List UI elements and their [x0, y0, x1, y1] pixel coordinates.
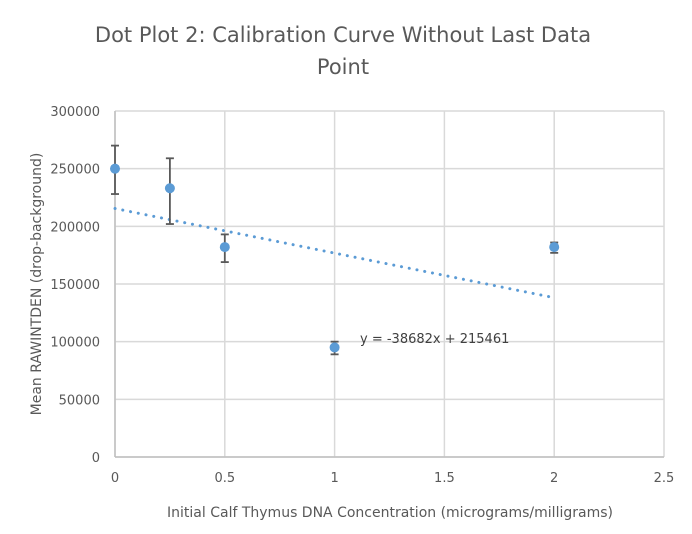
y-axis-label: Mean RAWINTDEN (drop-background) [29, 153, 45, 416]
x-tick-label: 1 [330, 471, 338, 486]
y-axis-ticks: 0 50000 100000 150000 200000 250000 300000 [50, 105, 100, 466]
x-tick-label: 1.5 [434, 471, 455, 486]
data-point [549, 242, 559, 252]
data-point [220, 242, 230, 252]
trendline-equation: y = -38682x + 215461 [360, 332, 509, 347]
x-tick-label: 2.5 [654, 471, 675, 486]
x-axis-label: Initial Calf Thymus DNA Concentration (m… [167, 505, 613, 521]
chart-title-line-2: Point [317, 55, 369, 79]
data-point [165, 183, 175, 193]
y-tick-label: 0 [92, 451, 100, 466]
chart-title-line-1: Dot Plot 2: Calibration Curve Without La… [95, 23, 591, 47]
x-tick-label: 2 [550, 471, 558, 486]
y-tick-label: 150000 [50, 278, 100, 293]
y-tick-label: 250000 [50, 163, 100, 178]
y-tick-label: 50000 [59, 393, 100, 408]
y-tick-label: 200000 [50, 220, 100, 235]
gridlines [115, 111, 664, 457]
x-tick-label: 0.5 [214, 471, 235, 486]
data-point [110, 164, 120, 174]
y-tick-label: 100000 [50, 336, 100, 351]
y-tick-label: 300000 [50, 105, 100, 120]
data-point [330, 342, 340, 352]
x-tick-label: 0 [111, 471, 119, 486]
x-axis-ticks: 0 0.5 1 1.5 2 2.5 [111, 471, 674, 486]
